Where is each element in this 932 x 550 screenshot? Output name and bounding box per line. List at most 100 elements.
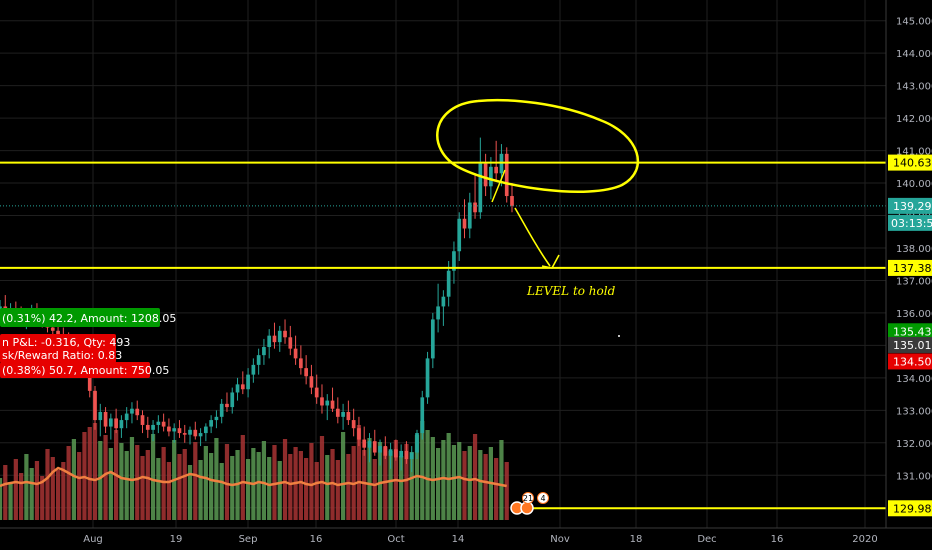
time-tick-label: Sep xyxy=(239,534,258,545)
volume-bar xyxy=(214,438,219,520)
badge-level-mid-text: 137.386 xyxy=(893,262,932,275)
price-tick-label: 142.000 xyxy=(896,114,932,125)
time-tick-label: Nov xyxy=(550,534,570,545)
candle-body xyxy=(320,397,324,406)
candle-body xyxy=(383,446,388,456)
highlight-ellipse[interactable] xyxy=(436,98,640,193)
volume-bar xyxy=(135,445,140,520)
candlestick-series[interactable] xyxy=(0,137,514,473)
volume-bar xyxy=(282,439,288,520)
badge-current-text: 139.297 xyxy=(893,200,932,213)
stats-line-1: n P&L: -0.316, Qty: 493 xyxy=(2,336,130,349)
candle-body xyxy=(161,421,166,427)
badge-level-high: 140.630 xyxy=(888,154,932,171)
volume-bar xyxy=(177,454,182,520)
event-badge-b[interactable] xyxy=(537,492,549,504)
volume-bar xyxy=(372,459,377,520)
volume-bar xyxy=(29,468,34,520)
candle-body xyxy=(119,420,124,429)
volume-ma-line xyxy=(0,466,507,488)
time-tick-label: 19 xyxy=(170,534,183,545)
badge-target: 135.435 xyxy=(888,323,932,340)
position-stop-box[interactable]: (0.38%) 50.7, Amount: 750.05 xyxy=(0,362,169,378)
time-tick-label: Oct xyxy=(387,534,404,545)
time-tick-label: 16 xyxy=(310,534,323,545)
time-axis[interactable]: Aug 19 Sep 16 Oct 14 Nov 18 Dec 16 2020 xyxy=(0,527,932,545)
time-tick-label: 14 xyxy=(452,534,465,545)
candle-body xyxy=(430,319,435,359)
price-tick-label: 145.000 xyxy=(896,17,932,28)
candle-body xyxy=(0,306,2,310)
volume-bar xyxy=(451,445,457,520)
price-axis[interactable]: 130.000131.000132.000133.000134.000135.0… xyxy=(885,0,932,528)
candle-body xyxy=(299,358,303,369)
projection-arrow[interactable] xyxy=(514,207,551,267)
volume-bar xyxy=(187,465,193,520)
candle-body xyxy=(325,400,330,406)
event-badges[interactable]: 21 4 xyxy=(510,492,549,515)
volume-bar xyxy=(441,440,446,520)
volume-bar xyxy=(346,454,351,520)
candle-body xyxy=(56,330,60,336)
candle-body xyxy=(420,397,425,434)
candle-body xyxy=(204,426,208,434)
time-tick-label: Aug xyxy=(83,534,103,545)
volume-bar xyxy=(340,432,346,520)
candle-body xyxy=(409,452,414,460)
candle-body xyxy=(441,296,446,307)
volume-bar xyxy=(240,435,245,520)
candle-body xyxy=(309,376,314,388)
volume-bar xyxy=(40,476,45,520)
grid-lines xyxy=(0,0,886,528)
price-tick-label: 143.000 xyxy=(896,82,932,93)
position-stats-box[interactable]: n P&L: -0.316, Qty: 493 sk/Reward Ratio:… xyxy=(0,334,130,363)
volume-bar xyxy=(298,451,303,520)
price-tick-label: 131.000 xyxy=(896,471,932,482)
price-tick-label: 138.000 xyxy=(896,244,932,255)
candle-body xyxy=(367,441,372,448)
volume-bar xyxy=(330,449,335,520)
candle-body xyxy=(262,347,266,356)
candle-body xyxy=(504,153,509,197)
price-tick-label: 141.000 xyxy=(896,147,932,158)
badge-stop: 134.506 xyxy=(888,353,932,370)
candle-body xyxy=(272,335,277,343)
candle-body xyxy=(108,418,113,427)
volume-bar xyxy=(0,478,3,520)
volume-bar xyxy=(203,446,208,520)
volume-bar xyxy=(71,439,77,520)
candle-body xyxy=(388,449,393,456)
candle-body xyxy=(267,335,272,348)
volume-bars xyxy=(0,421,509,520)
candle-body xyxy=(446,270,451,297)
candle-body xyxy=(452,251,456,271)
volume-bar xyxy=(325,455,330,520)
event-badge-a-label: 21 xyxy=(523,494,533,503)
candle-body xyxy=(283,330,287,338)
target-text: (0.31%) 42.2, Amount: 1208.05 xyxy=(2,312,176,325)
volume-bar xyxy=(103,435,108,520)
volume-bar xyxy=(267,457,272,520)
volume-bar xyxy=(8,482,13,520)
time-tick-label: Dec xyxy=(697,534,716,545)
candle-body xyxy=(219,403,224,417)
volume-bar xyxy=(55,470,61,520)
candle-body xyxy=(156,421,161,425)
annotation-level-to-hold: LEVEL to hold xyxy=(526,284,616,298)
volume-bar xyxy=(209,453,214,520)
volume-bar xyxy=(261,441,267,520)
time-tick-label: 18 xyxy=(630,534,643,545)
badge-countdown: 03:13:50 xyxy=(888,214,932,231)
candle-body xyxy=(457,218,462,252)
candle-body xyxy=(114,418,118,429)
candle-body xyxy=(473,202,477,213)
volume-bar xyxy=(277,461,282,520)
candle-body xyxy=(357,428,361,440)
event-badge-a[interactable] xyxy=(522,492,534,504)
candle-body xyxy=(124,413,129,421)
volume-bar xyxy=(34,461,40,520)
volume-bar xyxy=(19,473,24,520)
badge-level-low-text: 129.984 xyxy=(893,502,932,515)
position-target-box[interactable]: (0.31%) 42.2, Amount: 1208.05 xyxy=(0,308,176,327)
